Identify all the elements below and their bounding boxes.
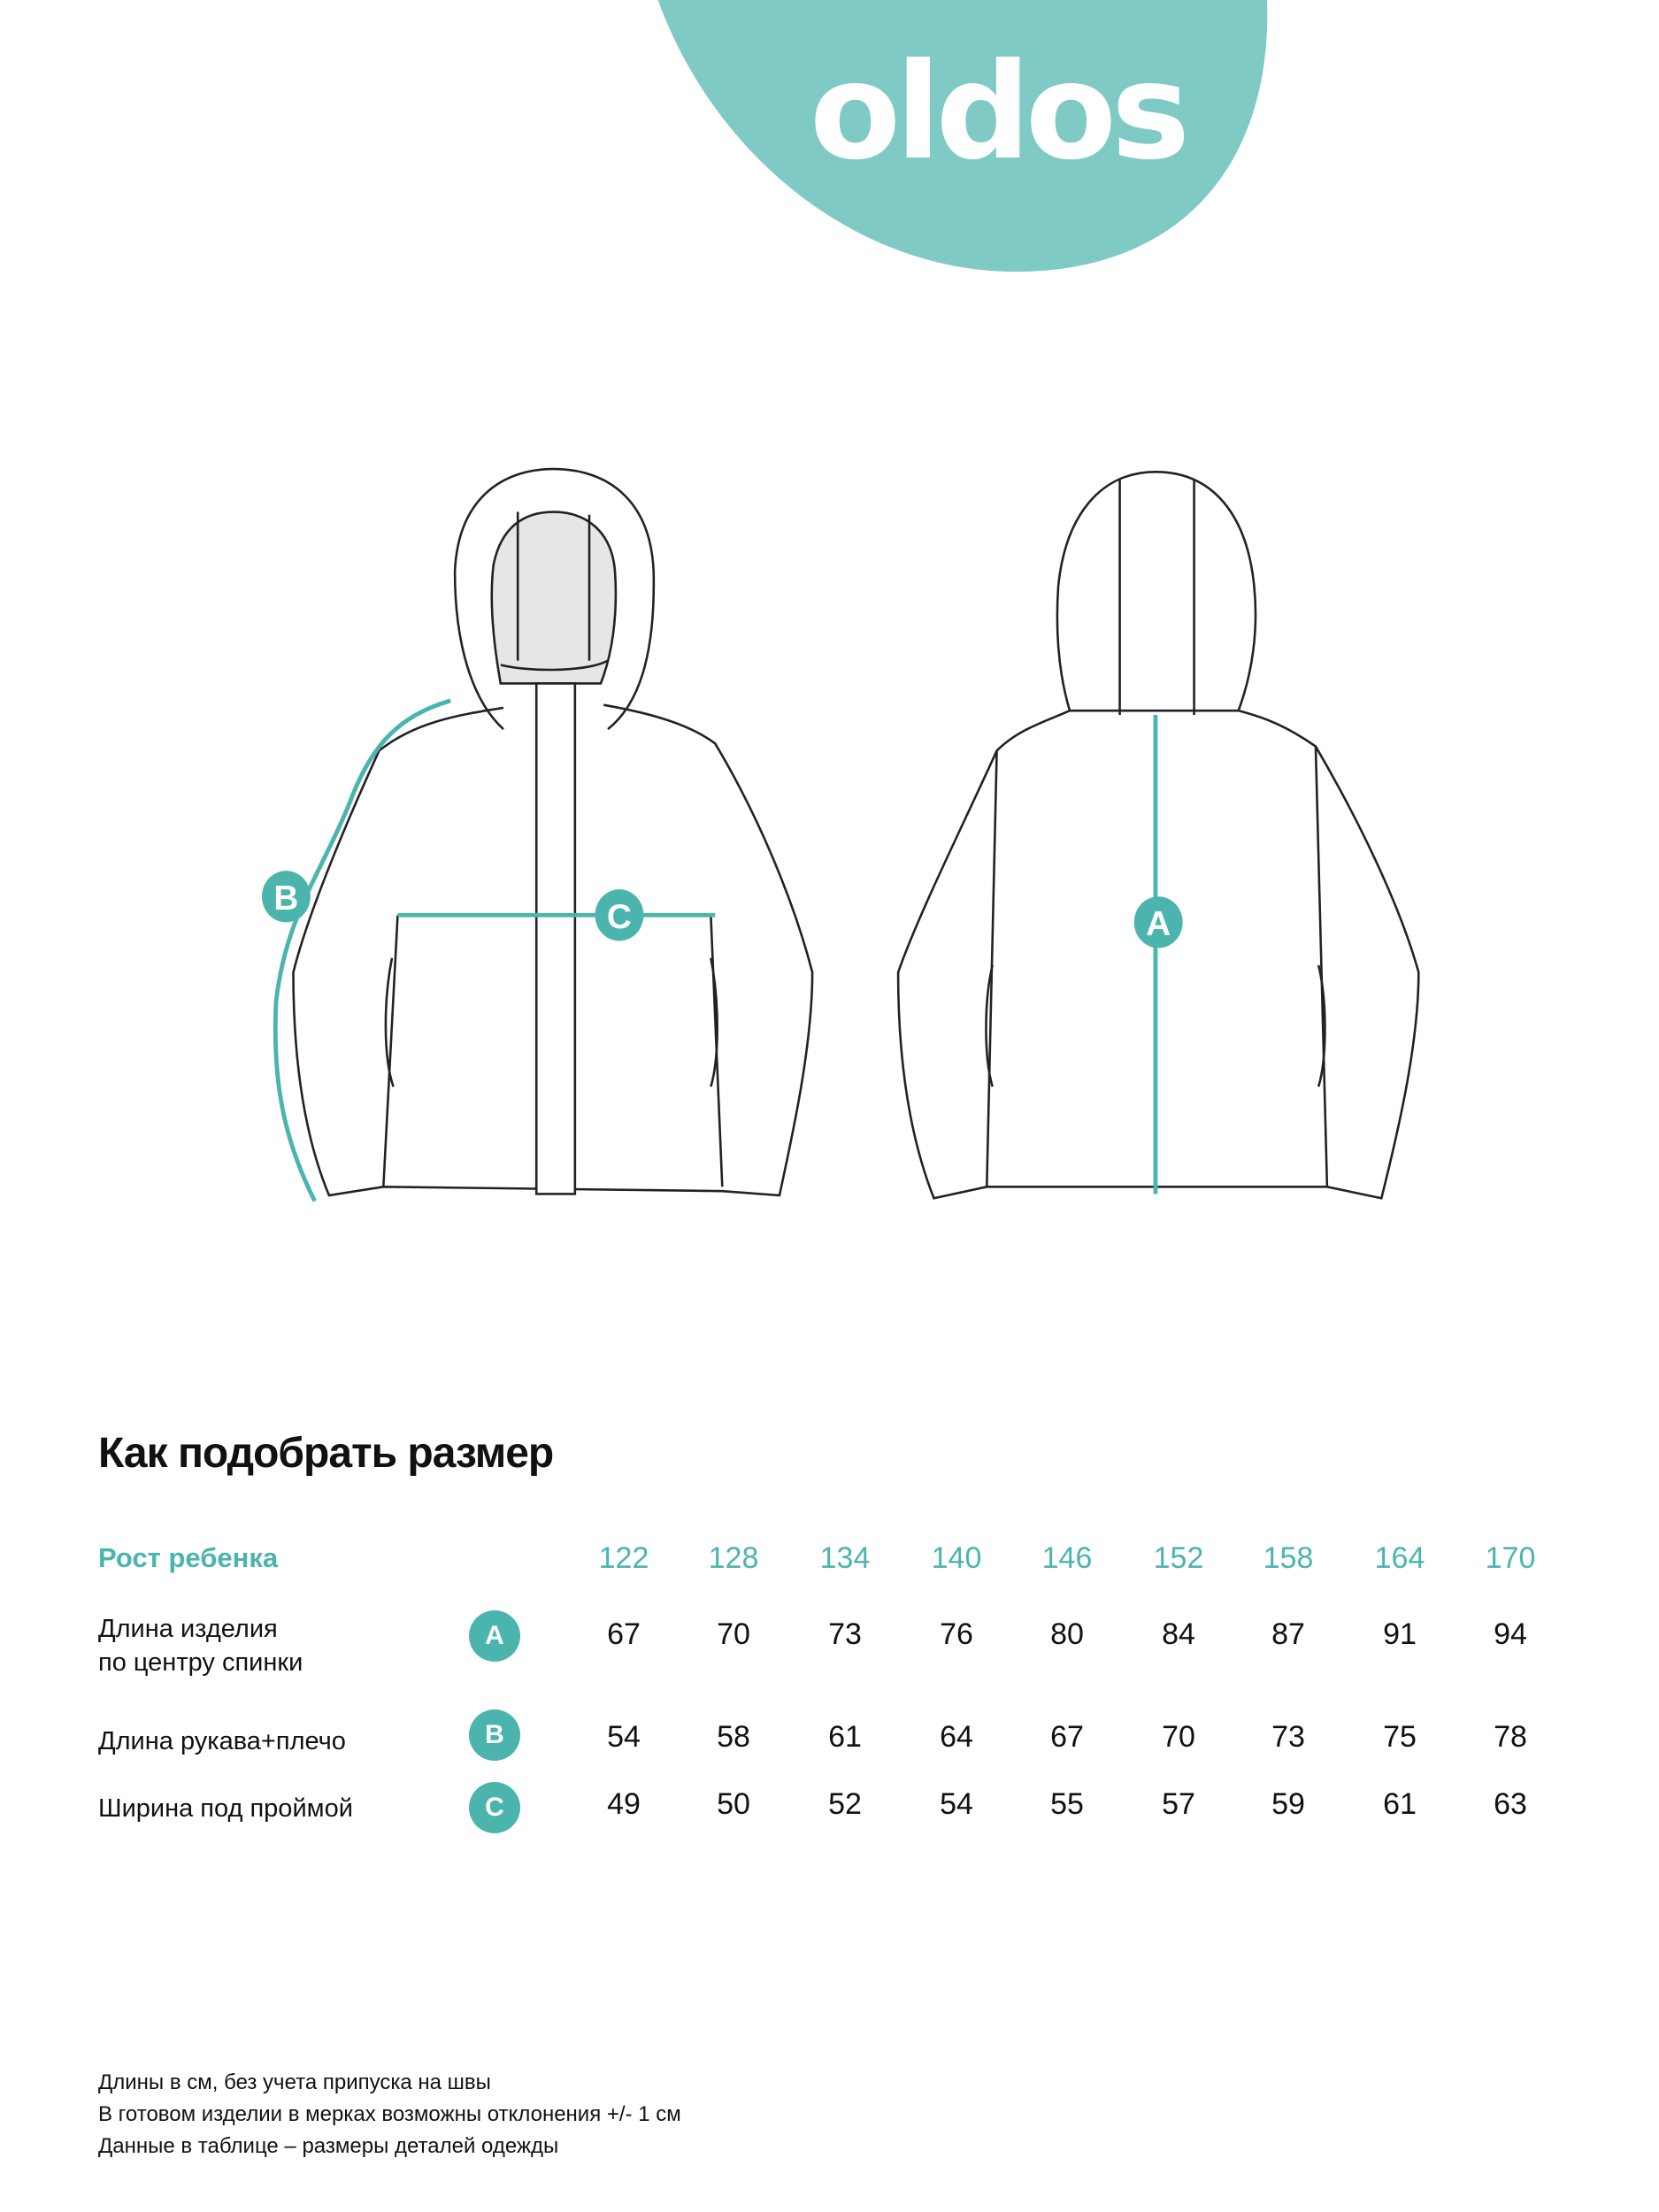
value-cell: 49 bbox=[607, 1787, 641, 1821]
value-cell: 57 bbox=[1162, 1787, 1195, 1821]
value-cell: 55 bbox=[1050, 1787, 1084, 1821]
size-cell: 140 bbox=[931, 1541, 982, 1575]
value-cell: 67 bbox=[1050, 1720, 1084, 1754]
size-cell: 170 bbox=[1485, 1541, 1536, 1575]
size-cell: 164 bbox=[1374, 1541, 1425, 1575]
value-cell: 73 bbox=[1271, 1720, 1305, 1754]
page-title: Как подобрать размер bbox=[98, 1430, 554, 1477]
value-cell: 80 bbox=[1050, 1617, 1084, 1651]
header-label: Рост ребенка bbox=[98, 1542, 279, 1573]
row-label: Ширина под проймой bbox=[98, 1794, 353, 1823]
badge-c: C bbox=[469, 1782, 520, 1833]
note: В готовом изделии в мерках возможны откл… bbox=[98, 2102, 681, 2126]
footnotes: Длины в см, без учета припуска на швы В … bbox=[98, 2067, 681, 2162]
badge-c-diagram: C bbox=[607, 898, 632, 936]
value-cell: 67 bbox=[607, 1617, 641, 1651]
value-cell: 76 bbox=[940, 1617, 973, 1651]
badge-a: A bbox=[469, 1610, 520, 1662]
size-cell: 122 bbox=[598, 1541, 649, 1575]
value-cell: 63 bbox=[1494, 1787, 1527, 1821]
value-cell: 61 bbox=[1383, 1787, 1417, 1821]
value-cell: 91 bbox=[1383, 1617, 1417, 1651]
value-cell: 87 bbox=[1271, 1617, 1305, 1651]
value-cell: 84 bbox=[1162, 1617, 1195, 1651]
size-cell: 134 bbox=[819, 1541, 871, 1575]
size-cell: 158 bbox=[1263, 1541, 1314, 1575]
row-label: Длина рукава+плечо bbox=[98, 1727, 346, 1755]
note: Длины в см, без учета припуска на швы bbox=[98, 2070, 491, 2094]
value-cell: 52 bbox=[828, 1787, 862, 1821]
back-jacket bbox=[896, 470, 1420, 1200]
value-cell: 70 bbox=[717, 1617, 750, 1651]
value-cell: 94 bbox=[1494, 1617, 1527, 1651]
front-jacket bbox=[292, 467, 814, 1197]
badge-b: B bbox=[469, 1709, 520, 1761]
value-cell: 75 bbox=[1383, 1720, 1417, 1754]
size-cell: 152 bbox=[1153, 1541, 1204, 1575]
row-label-line1: Длина изделия bbox=[98, 1615, 278, 1643]
row-label-line2: по центру спинки bbox=[98, 1648, 303, 1677]
value-cell: 61 bbox=[828, 1720, 862, 1754]
size-cell: 128 bbox=[708, 1541, 759, 1575]
brand-logo: oldos bbox=[810, 35, 1190, 189]
value-cell: 59 bbox=[1271, 1787, 1305, 1821]
value-cell: 50 bbox=[717, 1787, 750, 1821]
value-cell: 78 bbox=[1494, 1720, 1527, 1754]
value-cell: 54 bbox=[607, 1720, 641, 1754]
value-cell: 54 bbox=[940, 1787, 973, 1821]
row-label: Длина изделия по центру спинки bbox=[98, 1612, 303, 1679]
size-cell: 146 bbox=[1041, 1541, 1093, 1575]
measurement-lines bbox=[273, 698, 1158, 1202]
badge-a-diagram: A bbox=[1146, 905, 1171, 943]
logo-blob bbox=[657, 0, 1268, 273]
value-cell: 58 bbox=[717, 1720, 750, 1754]
badge-b-diagram: B bbox=[273, 879, 298, 918]
note: Данные в таблице – размеры деталей одежд… bbox=[98, 2134, 559, 2158]
measurement-badges: B C A bbox=[261, 871, 1183, 949]
value-cell: 73 bbox=[828, 1617, 862, 1651]
value-cell: 64 bbox=[940, 1720, 973, 1754]
value-cell: 70 bbox=[1162, 1720, 1195, 1754]
